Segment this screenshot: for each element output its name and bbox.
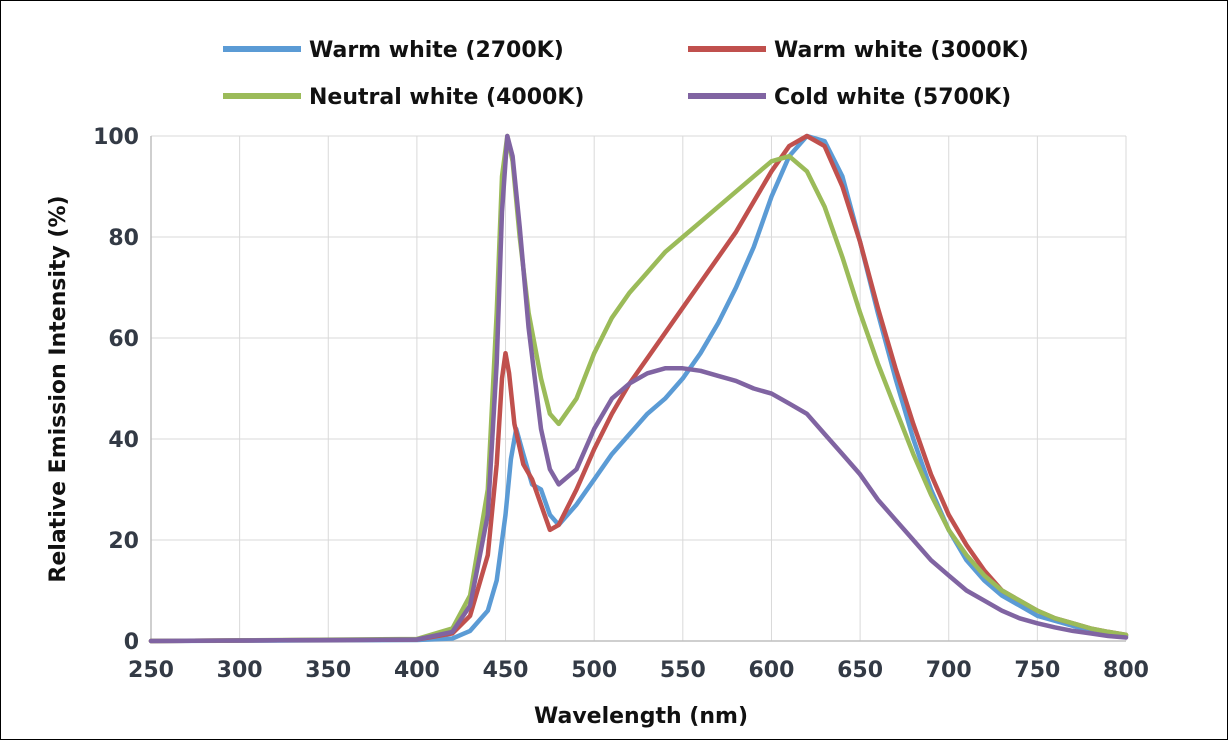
x-tick-label-650: 650 [837, 658, 883, 683]
y-tick-label-40: 40 [108, 428, 139, 453]
tick-labels: 250 300 350 400 450 500 550 600 650 700 750 800 0 20 4… [93, 125, 1149, 683]
x-tick-label-550: 550 [660, 658, 706, 683]
x-tick-label-300: 300 [217, 658, 263, 683]
x-tick-label-250: 250 [128, 658, 174, 683]
x-tick-label-750: 750 [1014, 658, 1060, 683]
x-axis-title: Wavelength (nm) [534, 704, 748, 729]
series-line-2 [148, 133, 1129, 644]
series-lines [148, 133, 1129, 644]
x-tick-label-700: 700 [926, 658, 972, 683]
y-tick-label-20: 20 [108, 529, 139, 554]
legend: Warm white (2700K) Warm white (3000K) Neut… [223, 38, 1029, 110]
x-tick-label-350: 350 [305, 658, 351, 683]
series-line-4 [148, 133, 1129, 644]
y-axis-title: Relative Emission Intensity (%) [46, 195, 71, 582]
y-tick-label-80: 80 [108, 226, 139, 251]
y-tick-label-0: 0 [124, 630, 139, 655]
x-tick-label-500: 500 [571, 658, 617, 683]
legend-label-1: Warm white (2700K) [309, 38, 564, 63]
grid [151, 135, 1127, 641]
x-tick-label-800: 800 [1103, 658, 1149, 683]
x-tick-label-600: 600 [748, 658, 794, 683]
series-line-1 [148, 133, 1129, 644]
y-tick-label-100: 100 [93, 125, 139, 150]
x-tick-label-450: 450 [483, 658, 529, 683]
legend-label-2: Warm white (3000K) [774, 38, 1029, 63]
legend-label-3: Neutral white (4000K) [309, 85, 584, 110]
legend-label-4: Cold white (5700K) [774, 85, 1011, 110]
y-tick-label-60: 60 [108, 327, 139, 352]
x-tick-label-400: 400 [394, 658, 440, 683]
